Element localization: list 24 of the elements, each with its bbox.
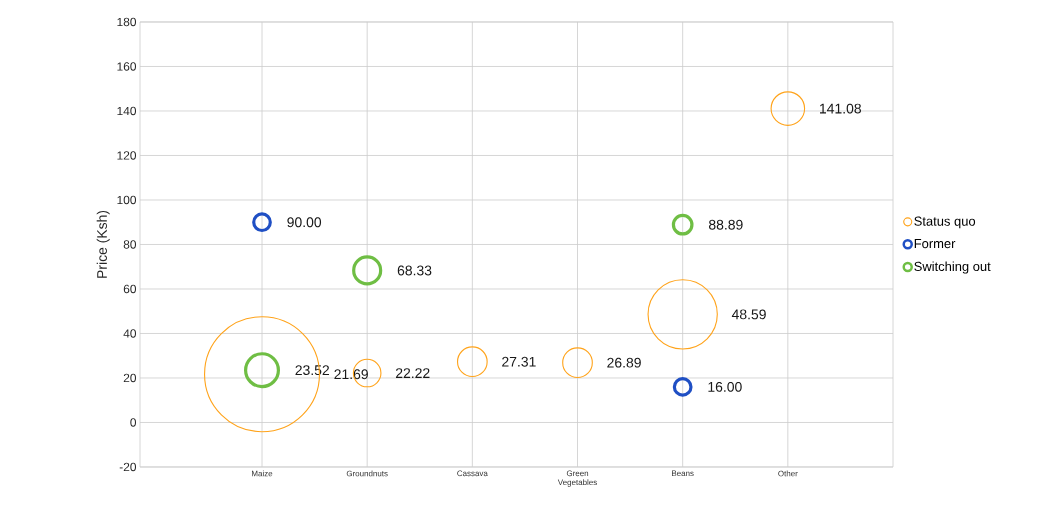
y-axis-title: Price (Ksh)	[96, 210, 110, 278]
y-tick-label: -20	[119, 462, 137, 472]
y-tick-label: 80	[123, 240, 137, 249]
data-label: 48.59	[731, 309, 766, 320]
data-label: 16.00	[708, 381, 742, 392]
data-label: 88.89	[708, 219, 743, 230]
y-tick-label: 160	[117, 62, 137, 71]
legend-label: Former	[914, 239, 956, 249]
data-label: 68.33	[397, 265, 432, 276]
y-tick-label: 120	[117, 151, 137, 160]
legend-label: Status quo	[914, 216, 976, 229]
data-label: 90.00	[287, 217, 322, 228]
y-tick-label: 20	[123, 373, 137, 383]
data-label: 22.22	[395, 368, 430, 378]
data-label: 26.89	[607, 357, 641, 368]
y-tick-label: 0	[130, 418, 137, 427]
data-label: 27.31	[502, 356, 536, 367]
y-tick-label: 100	[117, 195, 137, 205]
data-label: 141.08	[820, 103, 861, 114]
y-tick-label: 140	[117, 106, 137, 116]
legend-label: Switching out	[914, 261, 991, 274]
y-tick-label: 180	[117, 17, 137, 27]
y-tick-label: 60	[123, 284, 137, 294]
y-tick-label: 40	[123, 329, 137, 338]
